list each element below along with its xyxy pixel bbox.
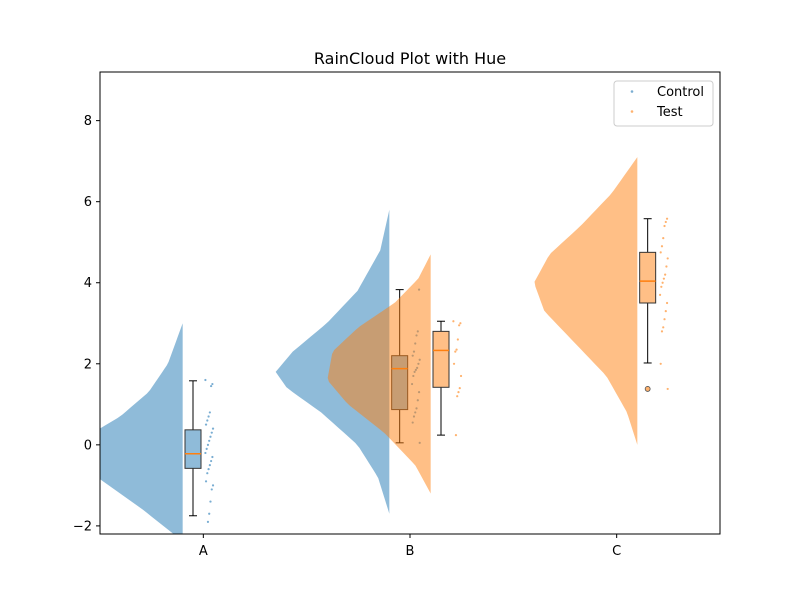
y-tick-label-2: 2	[84, 357, 92, 372]
point-control-a-8	[210, 431, 213, 434]
x-tick-label-c: C	[612, 544, 621, 559]
point-test-b-4	[455, 348, 458, 351]
point-test-c-8	[664, 273, 667, 276]
legend-label-test: Test	[656, 105, 683, 120]
point-test-c-11	[660, 285, 663, 288]
point-test-c-18	[659, 362, 662, 365]
point-test-b-11	[454, 434, 458, 437]
point-control-a-16	[208, 464, 211, 467]
outlier-test-c-0	[644, 386, 651, 392]
x-tick-label-a: A	[199, 544, 208, 559]
point-test-b-5	[454, 350, 457, 353]
point-test-c-6	[666, 257, 669, 260]
point-test-c-15	[663, 318, 666, 321]
point-test-c-14	[664, 310, 667, 313]
point-test-c-12	[658, 293, 662, 296]
point-test-c-0	[665, 217, 669, 220]
y-tick-label-3: 4	[84, 276, 92, 291]
point-control-a-17	[207, 468, 210, 471]
legend-box	[613, 80, 714, 127]
point-test-b-9	[457, 391, 460, 394]
point-control-a-22	[209, 500, 212, 503]
point-test-b-1	[459, 322, 462, 325]
point-test-b-6	[452, 362, 456, 365]
point-test-c-5	[659, 251, 662, 254]
point-test-c-17	[660, 330, 664, 333]
point-test-c-13	[665, 301, 669, 305]
point-control-a-6	[204, 423, 208, 426]
box-test-c	[639, 251, 657, 304]
y-tick-label-5: 8	[84, 114, 92, 129]
point-control-a-19	[204, 480, 208, 483]
point-test-c-10	[661, 281, 664, 284]
point-test-b-10	[456, 395, 459, 398]
point-control-a-10	[208, 439, 211, 442]
point-test-c-1	[664, 220, 667, 224]
point-control-a-3	[208, 411, 211, 414]
point-control-a-4	[207, 415, 210, 418]
y-tick-label-0: −2	[73, 519, 92, 534]
point-control-a-12	[205, 447, 208, 450]
point-control-a-23	[208, 512, 211, 515]
point-control-a-11	[206, 443, 210, 446]
point-test-b-8	[458, 387, 461, 390]
violin-control-a	[100, 323, 183, 534]
box-test-b	[432, 330, 450, 388]
x-tick-label-b: B	[406, 544, 415, 559]
point-control-a-7	[211, 427, 215, 430]
legend-marker-control	[630, 90, 634, 93]
point-control-a-24	[206, 520, 210, 523]
point-control-a-15	[210, 459, 213, 463]
axes: −2 0 2 4 6 8 A B C	[73, 71, 721, 559]
point-test-b-7	[459, 374, 463, 378]
chart-title: RainCloud Plot with Hue	[314, 49, 506, 68]
plot-content	[100, 157, 669, 534]
point-control-a-18	[206, 472, 209, 475]
box-control-a	[184, 429, 202, 469]
point-control-a-1	[211, 382, 214, 386]
point-control-a-2	[210, 384, 213, 388]
point-control-a-13	[204, 451, 207, 455]
point-control-a-9	[209, 435, 212, 438]
point-test-b-3	[456, 338, 459, 341]
point-test-c-3	[662, 237, 665, 240]
point-test-b-2	[458, 324, 461, 327]
point-test-c-19	[666, 387, 669, 391]
plot-area	[100, 157, 669, 534]
legend: Control Test	[613, 80, 714, 127]
y-tick-label-1: 0	[84, 438, 92, 453]
point-test-c-7	[665, 265, 668, 268]
point-test-c-4	[660, 245, 664, 248]
point-control-a-21	[210, 488, 213, 491]
point-test-b-0	[452, 320, 455, 323]
violin-test-c	[534, 157, 638, 445]
point-control-a-14	[211, 455, 214, 459]
point-control-a-0	[204, 378, 207, 382]
legend-label-control: Control	[657, 85, 704, 100]
legend-marker-test	[630, 110, 634, 113]
point-test-c-16	[662, 326, 665, 329]
y-tick-label-4: 6	[84, 195, 92, 210]
point-control-a-5	[206, 419, 209, 422]
point-control-a-20	[211, 484, 215, 487]
violin-test-b	[327, 254, 431, 494]
point-test-c-9	[662, 277, 665, 280]
point-test-c-2	[663, 224, 666, 228]
